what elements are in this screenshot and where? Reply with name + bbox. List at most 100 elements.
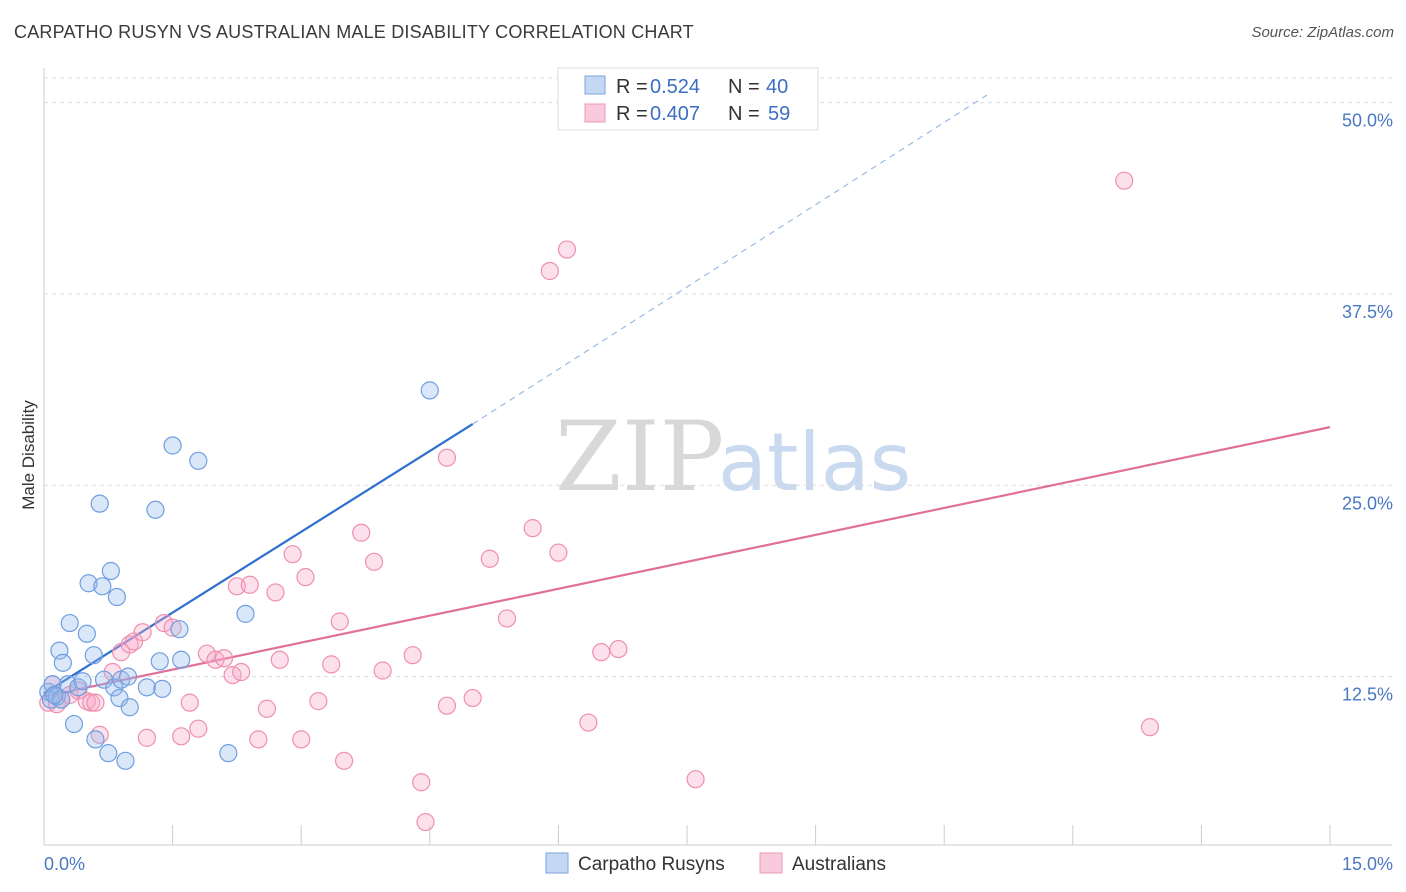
point-carpatho-34 [170, 620, 189, 639]
source-credit: Source: ZipAtlas.com [1251, 24, 1394, 41]
point-australians-58 [1115, 171, 1134, 190]
point-carpatho-19 [99, 744, 118, 763]
y-axis-label: Male Disability [19, 400, 38, 510]
point-australians-19 [180, 693, 199, 712]
x-tick-label-0: 0.0% [44, 854, 85, 874]
point-carpatho-12 [77, 624, 96, 643]
legend-r-value-2: 0.407 [650, 103, 700, 125]
point-carpatho-38 [420, 381, 439, 400]
point-australians-23 [214, 649, 234, 668]
point-carpatho-37 [236, 604, 255, 623]
y-tick-label-3: 50.0% [1342, 111, 1393, 131]
axes [43, 68, 1392, 846]
point-australians-20 [189, 719, 208, 738]
legend-swatch-pink [584, 103, 606, 123]
point-carpatho-35 [189, 451, 208, 470]
point-australians-54 [579, 713, 598, 732]
point-australians-52 [549, 543, 568, 562]
data-points [39, 171, 1160, 832]
point-carpatho-7 [58, 675, 78, 694]
legend-n-label-2: N = [728, 103, 760, 125]
y-tick-label-0: 12.5% [1342, 685, 1393, 705]
watermark-zip: ZIP [555, 401, 724, 513]
point-australians-51 [540, 261, 559, 281]
point-australians-55 [592, 643, 611, 662]
bottom-legend-carpatho: Carpatho Rusyns [578, 854, 725, 875]
point-australians-32 [283, 545, 302, 564]
trend-line-carpatho-extension [472, 94, 988, 425]
point-australians-30 [266, 583, 285, 602]
point-carpatho-36 [219, 744, 238, 763]
point-australians-18 [172, 727, 191, 746]
point-carpatho-15 [86, 730, 105, 749]
point-carpatho-14 [84, 646, 103, 665]
trend-line-carpatho [43, 423, 474, 695]
point-australians-27 [240, 575, 259, 594]
point-australians-25 [232, 662, 251, 682]
point-carpatho-17 [93, 577, 112, 596]
point-australians-34 [296, 568, 315, 587]
point-australians-41 [373, 661, 392, 680]
point-carpatho-21 [105, 678, 124, 697]
top-legend: R = 0.524 N = 40 R = 0.407 N = 59 [557, 67, 819, 131]
point-australians-29 [257, 699, 277, 718]
point-australians-37 [330, 612, 349, 631]
y-tick-label-1: 25.0% [1342, 493, 1393, 513]
point-carpatho-20 [101, 561, 120, 581]
point-carpatho-25 [116, 751, 135, 770]
point-australians-44 [416, 812, 435, 832]
point-australians-56 [609, 639, 628, 659]
point-carpatho-32 [163, 436, 182, 455]
point-carpatho-39 [45, 685, 64, 705]
point-carpatho-29 [146, 500, 165, 519]
watermark-atlas: atlas [718, 416, 911, 509]
point-australians-17 [163, 618, 182, 637]
legend-n-label-1: N = [728, 76, 760, 98]
point-carpatho-22 [107, 587, 126, 607]
point-carpatho-9 [64, 714, 84, 734]
bottom-legend-swatch-pink [759, 852, 783, 874]
legend-n-value-2: 59 [768, 103, 790, 125]
legend-r-label-2: R = [616, 103, 648, 125]
bottom-legend-swatch-blue [545, 852, 569, 874]
point-australians-45 [437, 696, 457, 715]
y-tick-label-2: 37.5% [1342, 302, 1393, 322]
point-australians-38 [334, 751, 354, 770]
bottom-legend-australians: Australians [792, 854, 886, 875]
point-australians-47 [463, 688, 482, 708]
point-carpatho-30 [150, 652, 169, 671]
point-australians-42 [403, 646, 422, 665]
point-australians-14 [133, 623, 152, 642]
point-australians-46 [437, 448, 457, 467]
point-carpatho-27 [120, 698, 139, 717]
point-australians-16 [154, 613, 174, 633]
point-australians-53 [557, 240, 577, 259]
point-carpatho-13 [79, 574, 98, 593]
point-australians-36 [322, 655, 341, 674]
bottom-legend: Carpatho Rusyns Australians [545, 852, 886, 875]
point-australians-8 [86, 693, 105, 712]
legend-r-label-1: R = [616, 76, 648, 98]
point-australians-7 [82, 693, 101, 712]
point-carpatho-16 [90, 494, 109, 513]
x-tick-label-1: 15.0% [1342, 854, 1393, 874]
point-australians-40 [364, 552, 384, 571]
point-australians-48 [480, 549, 499, 568]
legend-r-value-1: 0.524 [650, 76, 700, 98]
tick-labels: 12.5% 25.0% 37.5% 50.0% 0.0% 15.0% [44, 111, 1393, 874]
point-australians-31 [270, 650, 289, 669]
point-australians-57 [686, 770, 705, 789]
point-australians-49 [497, 609, 517, 628]
legend-swatch-blue [584, 75, 606, 95]
point-carpatho-31 [153, 679, 172, 698]
point-australians-35 [309, 692, 328, 711]
point-australians-39 [352, 523, 371, 542]
chart-title: CARPATHO RUSYN VS AUSTRALIAN MALE DISABI… [14, 22, 694, 42]
point-carpatho-11 [73, 672, 92, 691]
trend-line-australians [43, 426, 1331, 698]
point-carpatho-26 [118, 667, 138, 686]
watermark: ZIP atlas [555, 401, 911, 513]
point-australians-43 [412, 773, 431, 792]
trend-lines [43, 94, 1331, 698]
